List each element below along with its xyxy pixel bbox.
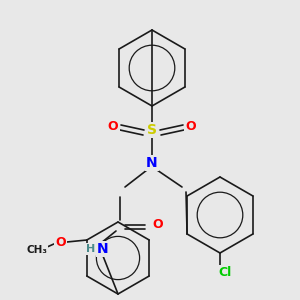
Text: O: O <box>153 218 163 232</box>
Text: O: O <box>186 121 196 134</box>
Text: O: O <box>56 236 66 248</box>
Text: O: O <box>108 121 118 134</box>
Text: S: S <box>147 123 157 137</box>
Text: CH₃: CH₃ <box>26 245 47 255</box>
Text: N: N <box>97 242 109 256</box>
Text: N: N <box>146 156 158 170</box>
Text: Cl: Cl <box>218 266 232 280</box>
Text: H: H <box>86 244 96 254</box>
